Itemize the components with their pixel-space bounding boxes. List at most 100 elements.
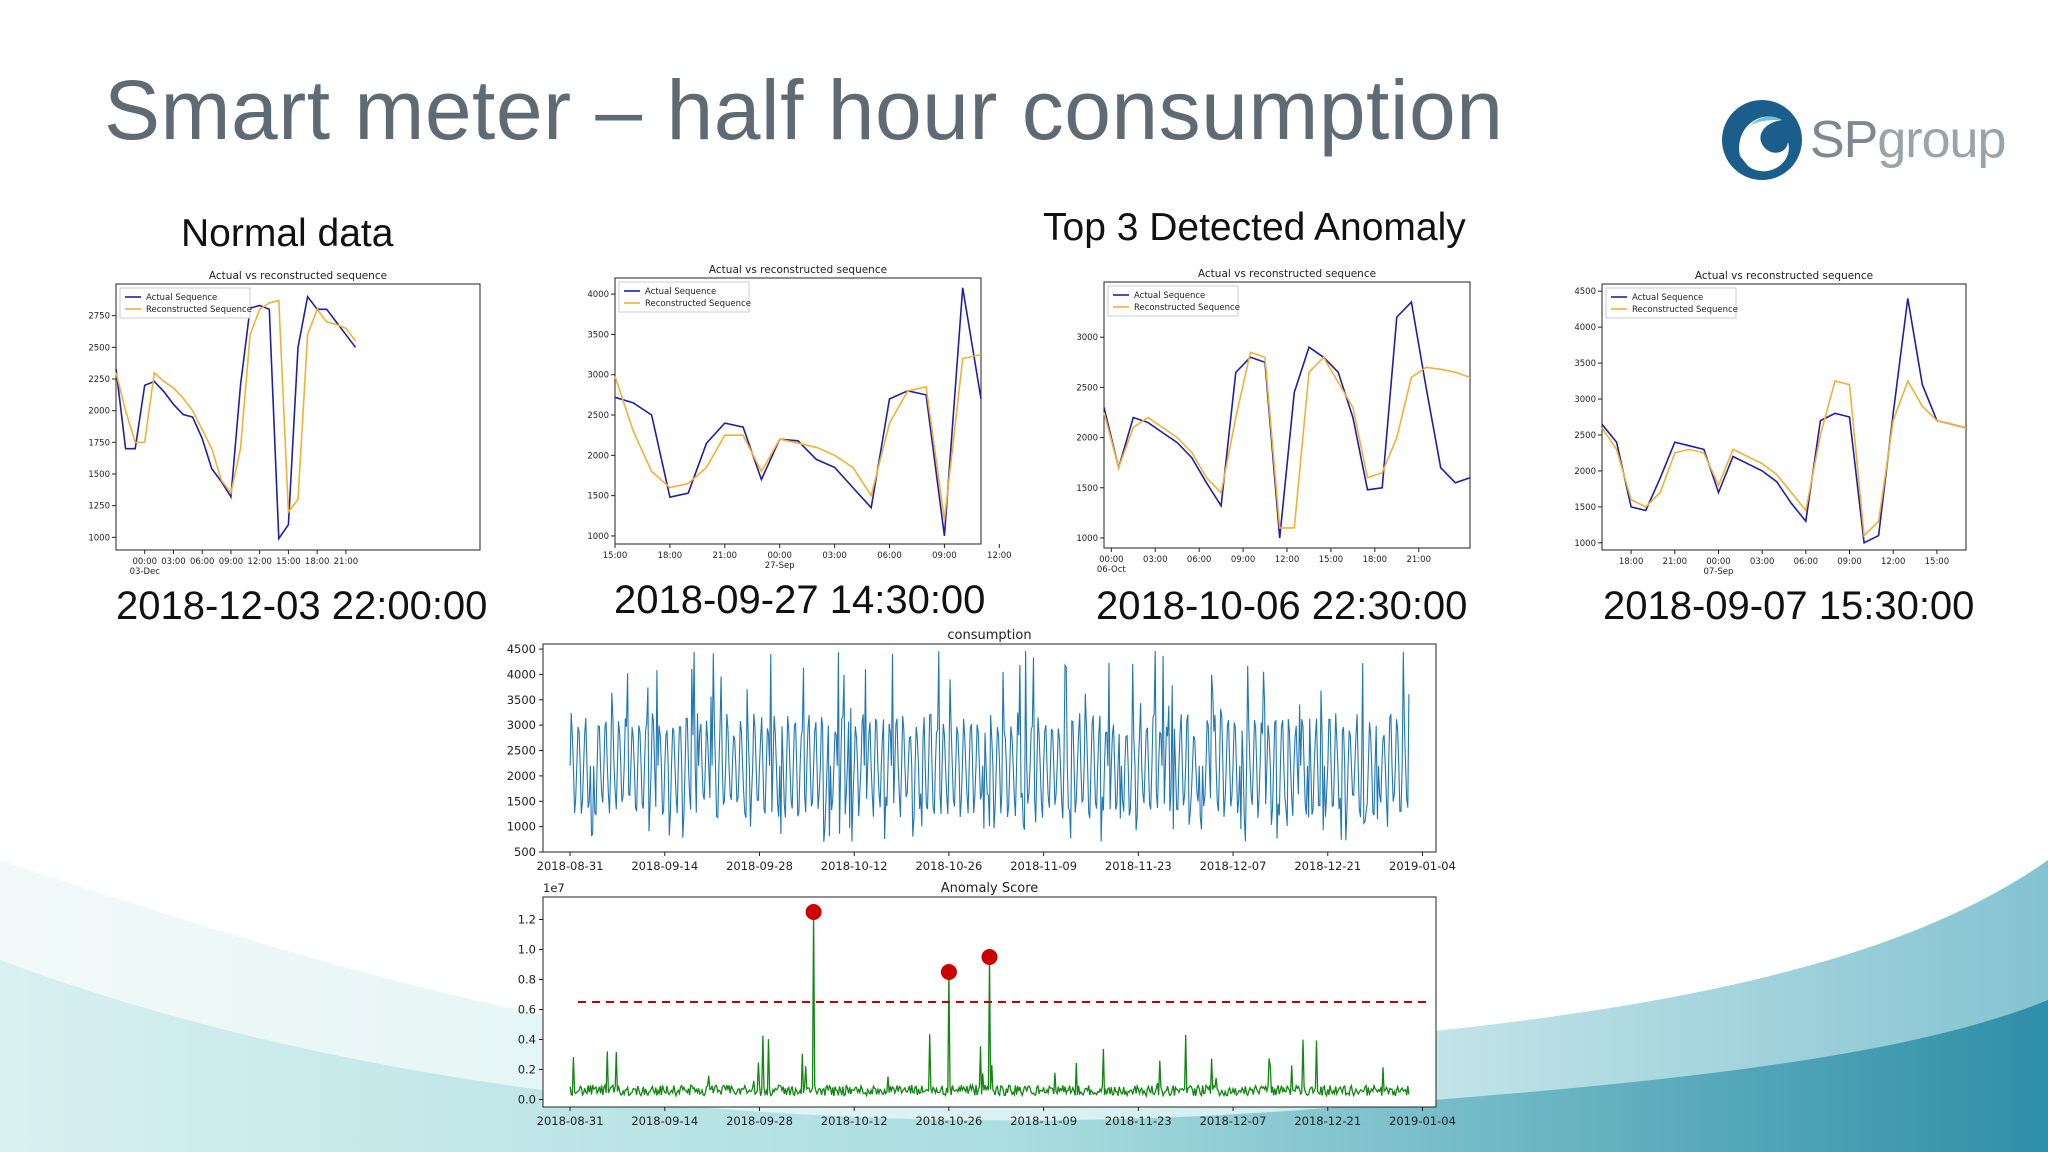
slide-title: Smart meter – half hour consumption — [104, 63, 1504, 157]
x-tick-label: 09:00 — [1837, 557, 1862, 567]
y-tick-label: 4000 — [1574, 323, 1596, 333]
legend-label: Actual Sequence — [1134, 291, 1205, 301]
legend-label: Actual Sequence — [1632, 293, 1703, 303]
reconstructed-sequence-line — [614, 353, 982, 520]
x-tick-label: 2018-08-31 — [537, 859, 604, 873]
reconstructed-sequence-line — [1601, 379, 1967, 538]
x-tick-label: 2019-01-04 — [1389, 859, 1456, 873]
x-tick-label: 18:00 — [305, 557, 330, 567]
x-tick-label: 2018-11-23 — [1105, 859, 1172, 873]
x-tick-label: 18:00 — [1363, 555, 1388, 565]
legend: Actual Sequence Reconstructed Sequence — [1107, 285, 1240, 317]
y-tick-label: 1000 — [587, 532, 609, 542]
legend-label: Actual Sequence — [645, 287, 716, 297]
normal-data-heading: Normal data — [181, 212, 394, 255]
x-tick-sublabel: 07-Sep — [1704, 567, 1734, 577]
plot-frame — [1103, 281, 1471, 549]
y-tick-label: 0.4 — [518, 1033, 536, 1047]
swirl-logo-icon — [1722, 100, 1802, 180]
x-tick-label: 06:00 — [190, 557, 215, 567]
x-tick-label: 18:00 — [658, 551, 683, 561]
legend: Actual Sequence Reconstructed Sequence — [618, 281, 751, 313]
x-tick-label: 2018-09-28 — [726, 859, 793, 873]
y-tick-label: 3000 — [1076, 333, 1098, 343]
y-tick-label: 1.0 — [518, 943, 536, 957]
legend-label: Actual Sequence — [146, 293, 217, 303]
y-tick-label: 2000 — [507, 769, 536, 783]
y-tick-label: 2500 — [88, 343, 110, 353]
caption-anomaly-1: 2018-09-27 14:30:00 — [614, 578, 986, 622]
small-chart-3: Actual vs reconstructed sequence 1000 1500… — [1076, 268, 1471, 575]
legend-label: Reconstructed Sequence — [1134, 303, 1240, 313]
x-tick-label: 15:00 — [1319, 555, 1344, 565]
x-tick-label: 21:00 — [334, 557, 359, 567]
x-tick-sublabel: 27-Sep — [765, 561, 795, 571]
y-tick-label: 3000 — [587, 371, 609, 381]
chart-title: Anomaly Score — [941, 881, 1039, 896]
legend: Actual Sequence Reconstructed Sequence — [119, 287, 252, 319]
chart-title: consumption — [947, 628, 1031, 643]
x-tick-label: 03:00 — [822, 551, 847, 561]
actual-sequence-line — [1103, 300, 1471, 539]
x-tick-label: 2018-12-07 — [1200, 1114, 1267, 1128]
y-tick-label: 1000 — [1574, 539, 1596, 549]
x-tick-label: 00:00 — [1706, 557, 1731, 567]
x-tick-label: 2018-08-31 — [537, 1114, 604, 1128]
y-tick-label: 2500 — [1574, 431, 1596, 441]
caption-anomaly-3: 2018-09-07 15:30:00 — [1603, 584, 1975, 628]
x-tick-label: 21:00 — [1663, 557, 1688, 567]
y-tick-label: 2500 — [1076, 383, 1098, 393]
y-tick-label: 2000 — [1076, 434, 1098, 444]
reconstructed-sequence-line — [115, 299, 357, 515]
x-tick-label: 2018-11-09 — [1010, 1114, 1077, 1128]
legend-label: Reconstructed Sequence — [645, 299, 751, 309]
x-tick-label: 2019-01-04 — [1389, 1114, 1456, 1128]
legend-box — [1107, 285, 1239, 317]
x-tick-label: 00:00 — [132, 557, 157, 567]
caption-normal: 2018-12-03 22:00:00 — [116, 584, 488, 628]
y-tick-label: 2000 — [1574, 467, 1596, 477]
x-tick-label: 03:00 — [161, 557, 186, 567]
actual-sequence-line — [1601, 298, 1967, 545]
y-tick-label: 2500 — [507, 744, 536, 758]
consumption-chart: consumption 500 1000 1500 2000 2500 3000 3500 40… — [507, 628, 1456, 873]
y-tick-label: 3000 — [507, 718, 536, 732]
legend: Actual Sequence Reconstructed Sequence — [1605, 287, 1738, 319]
anomaly-marker-1 — [805, 904, 822, 920]
logo-text: SPgroup — [1810, 111, 2006, 169]
y-tick-label: 4000 — [587, 290, 609, 300]
small-chart-2: Actual vs reconstructed sequence 1000 1500… — [587, 264, 1011, 571]
x-tick-label: 06:00 — [1187, 555, 1212, 565]
x-tick-label: 2018-10-26 — [915, 1114, 982, 1128]
x-tick-label: 15:00 — [276, 557, 301, 567]
y-tick-label: 0.6 — [518, 1003, 536, 1017]
y-tick-label: 1500 — [88, 470, 110, 480]
y-tick-label: 1.2 — [518, 913, 536, 927]
y-tick-label: 4500 — [1574, 287, 1596, 297]
y-tick-label: 2750 — [88, 312, 110, 322]
y-tick-label: 4500 — [507, 642, 536, 656]
x-tick-sublabel: 03-Dec — [130, 567, 161, 577]
y-tick-label: 0.0 — [518, 1093, 536, 1107]
y-tick-label: 2250 — [88, 375, 110, 385]
x-tick-label: 12:00 — [987, 551, 1012, 561]
y-tick-label: 0.8 — [518, 973, 536, 987]
legend-box — [618, 281, 750, 313]
anomaly-heading: Top 3 Detected Anomaly — [1043, 206, 1466, 249]
y-tick-label: 1000 — [1076, 534, 1098, 544]
y-tick-label: 3500 — [587, 330, 609, 340]
y-tick-label: 3500 — [1574, 359, 1596, 369]
actual-sequence-line — [614, 287, 982, 537]
x-tick-label: 2018-11-23 — [1105, 1114, 1172, 1128]
x-tick-label: 2018-09-14 — [631, 859, 698, 873]
y-tick-label: 1500 — [507, 794, 536, 808]
anomaly-score-chart: Anomaly Score 1e7 0.0 0.2 0.4 0.6 0.8 1.0 1.2 201… — [518, 881, 1456, 1128]
x-tick-label: 03:00 — [1750, 557, 1775, 567]
anomaly-marker-2 — [940, 964, 957, 980]
x-tick-label: 09:00 — [1231, 555, 1256, 565]
y-tick-label: 1000 — [88, 533, 110, 543]
legend-label: Reconstructed Sequence — [146, 305, 252, 315]
legend-box — [1605, 287, 1737, 319]
